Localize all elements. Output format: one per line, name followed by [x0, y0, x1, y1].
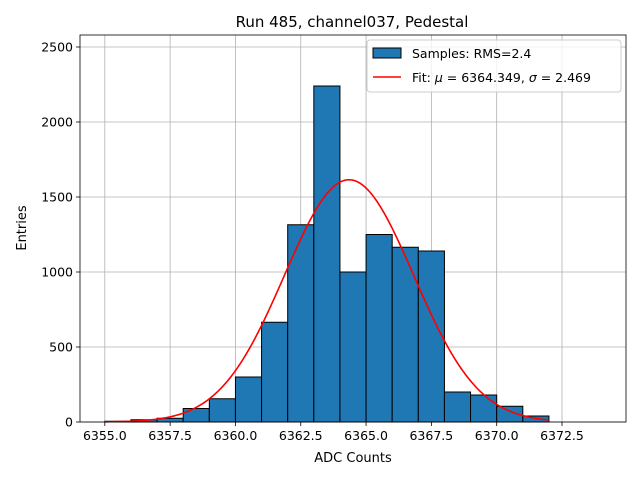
- legend: Samples: RMS=2.4 Fit: μ = 6364.349, σ = …: [366, 39, 622, 93]
- y-tick-label: 1000: [41, 265, 73, 280]
- x-tick-label: 6360.0: [214, 428, 258, 443]
- x-axis-ticks: 6355.0 6357.5 6360.0 6362.5 6365.0 6367.5 6370…: [83, 422, 584, 443]
- histogram-bars: [104, 85, 550, 423]
- histogram-bar: [470, 394, 498, 423]
- histogram-bar: [208, 398, 236, 423]
- legend-box: [366, 39, 622, 93]
- legend-fit-prefix: Fit:: [412, 70, 435, 85]
- x-axis-label: ADC Counts: [314, 451, 392, 466]
- legend-sigma-symbol: σ: [529, 70, 538, 85]
- x-tick-label: 6370.0: [475, 428, 519, 443]
- fit-curve-layer: [104, 178, 550, 423]
- histogram-bar: [261, 321, 289, 423]
- legend-histogram-swatch: [372, 47, 402, 59]
- x-tick-label: 6367.5: [409, 428, 453, 443]
- histogram-bar: [365, 234, 393, 423]
- histogram-bar: [234, 376, 263, 423]
- histogram-bar: [287, 224, 315, 423]
- histogram-bar: [417, 250, 445, 423]
- y-axis-ticks: 0 500 1000 1500 2000 2500: [41, 40, 80, 430]
- y-axis-label: Entries: [15, 205, 30, 251]
- y-tick-label: 0: [65, 415, 73, 430]
- y-tick-label: 500: [49, 340, 73, 355]
- fit-gaussian-curve: [104, 178, 550, 423]
- histogram-bar: [313, 85, 341, 423]
- chart-title: Run 485, channel037, Pedestal: [236, 13, 469, 31]
- x-tick-label: 6362.5: [279, 428, 323, 443]
- histogram-bar: [443, 391, 472, 423]
- legend-histogram-label: Samples: RMS=2.4: [412, 46, 531, 61]
- histogram-bar: [182, 408, 210, 423]
- legend-mu-value: = 6364.349,: [443, 70, 529, 85]
- plot-frame: [79, 34, 627, 423]
- x-tick-label: 6365.0: [344, 428, 388, 443]
- y-tick-label: 2000: [41, 115, 73, 130]
- legend-sigma-value: = 2.469: [537, 70, 591, 85]
- legend-fit-label: Fit: μ = 6364.349, σ = 2.469: [412, 70, 591, 85]
- y-tick-label: 2500: [41, 40, 73, 55]
- legend-mu-symbol: μ: [434, 70, 443, 85]
- histogram-bar: [339, 271, 367, 423]
- y-tick-label: 1500: [41, 190, 73, 205]
- x-tick-label: 6372.5: [540, 428, 584, 443]
- x-tick-label: 6355.0: [83, 428, 127, 443]
- histogram-bar: [391, 246, 419, 423]
- x-tick-label: 6357.5: [148, 428, 192, 443]
